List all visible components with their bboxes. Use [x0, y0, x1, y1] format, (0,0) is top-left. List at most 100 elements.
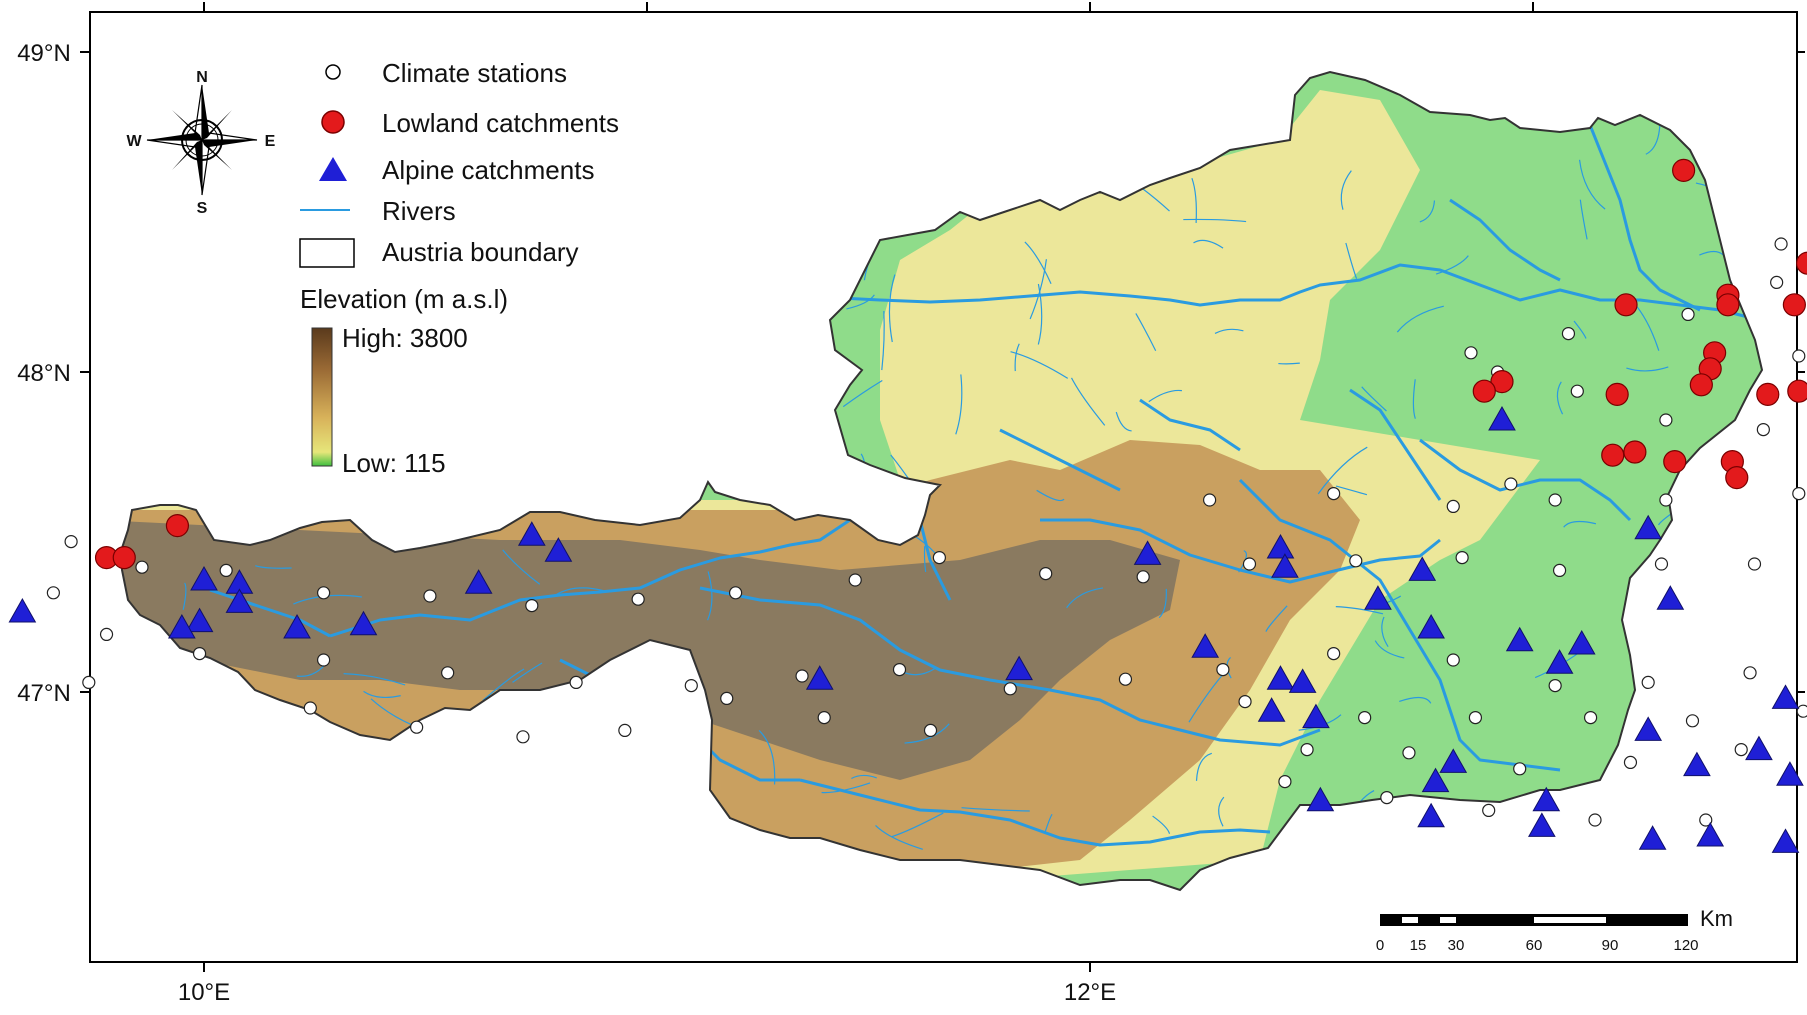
tributary-line — [1573, 320, 1587, 339]
tributary-line — [1193, 239, 1224, 249]
tributary-line — [1135, 313, 1157, 352]
legend: Climate stations Lowland catchments Alpi… — [299, 58, 619, 478]
climate-station-marker — [1327, 646, 1341, 661]
scale-unit: Km — [1700, 906, 1733, 931]
legend-lowland-icon — [321, 110, 345, 134]
legend-climate-label: Climate stations — [382, 58, 567, 88]
climate-station-marker — [1756, 423, 1770, 437]
climate-station-marker — [923, 723, 938, 738]
tributary-line — [1265, 605, 1288, 632]
tributary-line — [1066, 587, 1104, 609]
climate-station-marker — [1003, 682, 1017, 696]
alpine-catchment-marker — [1191, 633, 1220, 658]
climate-station-marker — [618, 723, 632, 738]
alpine-catchment-marker — [1421, 767, 1450, 793]
tributary-line — [1335, 606, 1384, 615]
alpine-catchment-marker — [8, 597, 37, 623]
lowland-catchment-marker — [1614, 293, 1638, 317]
river-line — [839, 263, 1761, 322]
tributary-line — [370, 698, 413, 726]
tributary-line — [1399, 696, 1432, 704]
alpine-catchment-marker — [190, 565, 218, 591]
lon-label: 12°E — [1064, 979, 1116, 1006]
alpine-catchment-marker — [1408, 556, 1437, 581]
alpine-catchment-marker — [1439, 748, 1468, 773]
alpine-catchment-marker — [1771, 828, 1800, 853]
alpine-catchment-marker — [1266, 665, 1295, 690]
climate-station-marker — [441, 666, 455, 680]
climate-station-marker — [569, 675, 583, 690]
tributary-line — [1381, 616, 1389, 648]
alpine-catchment-marker — [1683, 751, 1711, 777]
climate-station-marker — [1699, 813, 1713, 827]
tributary-line — [1361, 386, 1387, 412]
climate-station-marker — [1641, 675, 1655, 690]
tributary-line — [1396, 305, 1444, 333]
alpine-catchment-marker — [1257, 697, 1286, 722]
axis-labels: 10°E12°E14°E16°E49°N48°N47°N — [17, 40, 1116, 1006]
austria-terrain — [121, 70, 1764, 892]
river-line — [1419, 438, 1632, 522]
legend-boundary-label: Austria boundary — [382, 237, 579, 267]
alpine-catchment-marker — [1505, 626, 1534, 652]
austria-boundary — [121, 70, 1764, 892]
climate-station-marker — [317, 653, 331, 667]
alpine-catchment-marker — [544, 537, 573, 562]
alpine-catchment-marker — [1266, 533, 1295, 559]
compass-rose-icon: N S E W — [126, 69, 275, 217]
tributary-line — [1238, 550, 1248, 573]
compass-w: W — [126, 133, 142, 150]
alpine-catchment-marker — [1776, 761, 1804, 786]
climate-station-marker — [728, 586, 743, 600]
tributary-line — [821, 782, 871, 794]
tributary-line — [1152, 815, 1171, 834]
climate-station-marker — [1792, 487, 1806, 501]
tributary-line — [923, 546, 927, 573]
climate-station-marker — [1552, 563, 1567, 578]
legend-boundary-icon — [299, 238, 355, 268]
alpine-catchment-marker — [349, 610, 378, 636]
scale-bar-seg — [1440, 917, 1456, 923]
climate-station-marker — [1774, 237, 1788, 251]
climate-station-marker — [1504, 477, 1518, 491]
climate-station-marker — [1623, 755, 1638, 770]
climate-station-marker — [1685, 714, 1700, 728]
compass-n: N — [196, 69, 208, 86]
climate-station-marker — [848, 573, 862, 587]
climate-station-marker — [1659, 493, 1673, 507]
tributary-line — [1014, 343, 1020, 372]
climate-station-marker — [1747, 557, 1762, 571]
tributary-line — [343, 673, 406, 686]
climate-station-marker — [932, 550, 946, 565]
climate-station-marker — [1455, 550, 1469, 565]
alpine-catchment-marker — [1634, 716, 1663, 741]
climate-station-marker — [720, 691, 734, 706]
tributary-line — [482, 668, 525, 701]
climate-station-marker — [684, 678, 698, 693]
tributary-line — [851, 774, 877, 780]
climate-station-marker — [1278, 774, 1292, 789]
scale-tick-0: 0 — [1376, 937, 1384, 954]
tributary-line — [758, 729, 776, 785]
alpine-catchment-marker — [1288, 668, 1317, 693]
tributary-line — [182, 582, 187, 610]
tributary-line — [955, 374, 963, 435]
alpine-catchment-marker — [1417, 613, 1445, 639]
lowland-catchment-marker — [1472, 379, 1496, 403]
climate-station-marker — [1242, 557, 1257, 571]
tributary-line — [1218, 796, 1225, 827]
tributary-line — [363, 690, 401, 699]
river-line — [1588, 124, 1701, 312]
climate-station-marker — [423, 589, 437, 603]
tributary-line — [1335, 485, 1368, 496]
climate-station-marker — [1743, 666, 1757, 680]
river-line — [1449, 198, 1561, 282]
legend-rivers-label: Rivers — [382, 196, 456, 226]
scale-tick-90: 90 — [1602, 937, 1619, 954]
lowland-catchment-marker — [1716, 293, 1740, 317]
tributary-line — [1563, 520, 1597, 528]
lowland-catchment-marker — [1623, 440, 1647, 464]
climate-station-marker — [795, 669, 809, 683]
scale-bar-seg — [1402, 917, 1418, 923]
